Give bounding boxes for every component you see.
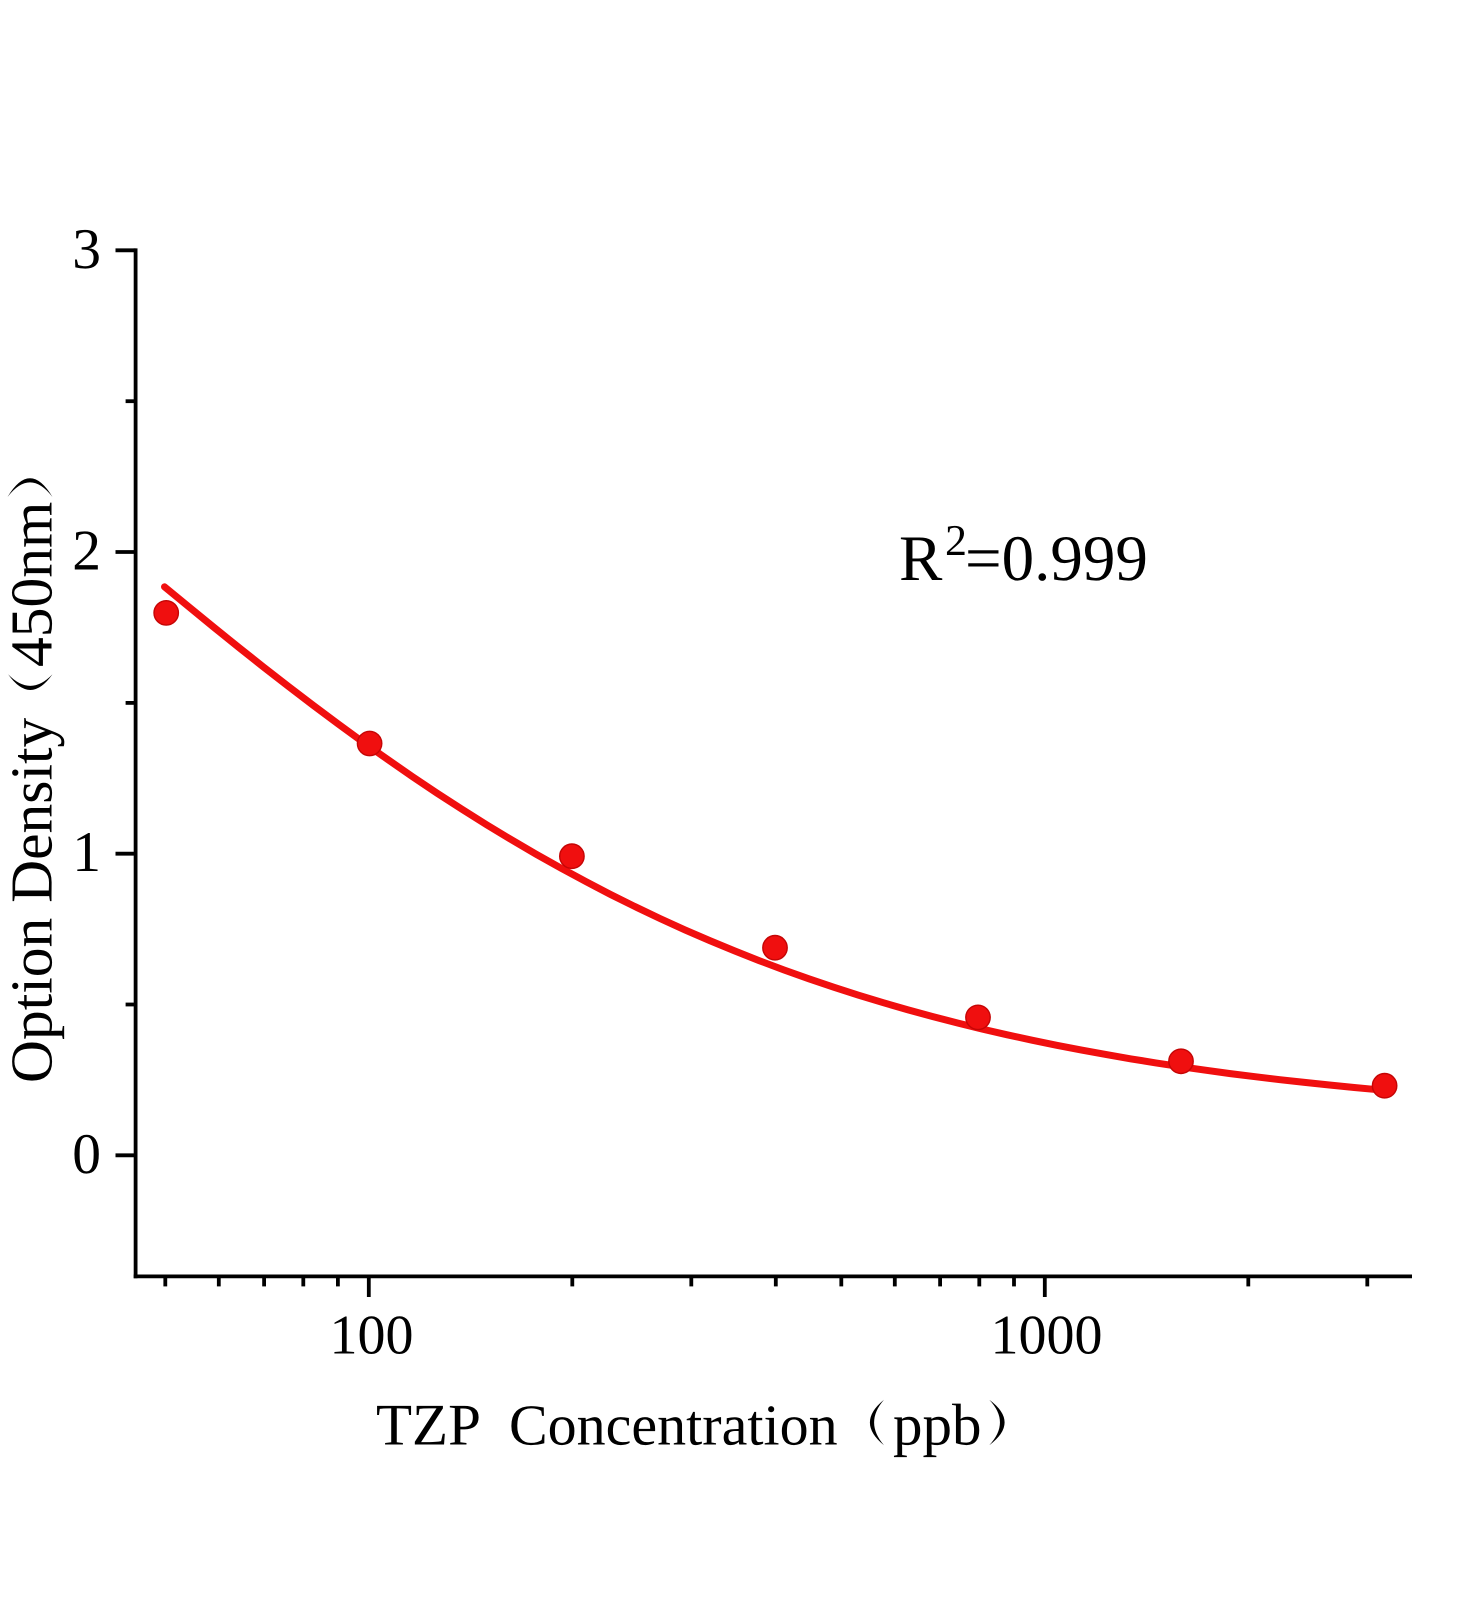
svg-text:=0.999: =0.999 — [965, 523, 1148, 595]
svg-text:2: 2 — [945, 516, 967, 565]
svg-text:100: 100 — [330, 1304, 414, 1366]
svg-text:0: 0 — [72, 1123, 101, 1186]
svg-text:450nm: 450nm — [0, 502, 65, 667]
svg-text:TZP: TZP — [376, 1392, 481, 1458]
svg-text:Concentration: Concentration — [509, 1393, 838, 1458]
svg-text:Option Density: Option Density — [0, 717, 65, 1083]
svg-text:1000: 1000 — [991, 1304, 1103, 1366]
svg-text:2: 2 — [72, 520, 101, 583]
svg-text:R: R — [899, 523, 943, 595]
svg-text:ppb: ppb — [893, 1392, 982, 1458]
svg-text:1: 1 — [72, 821, 101, 884]
svg-text:3: 3 — [72, 218, 101, 281]
